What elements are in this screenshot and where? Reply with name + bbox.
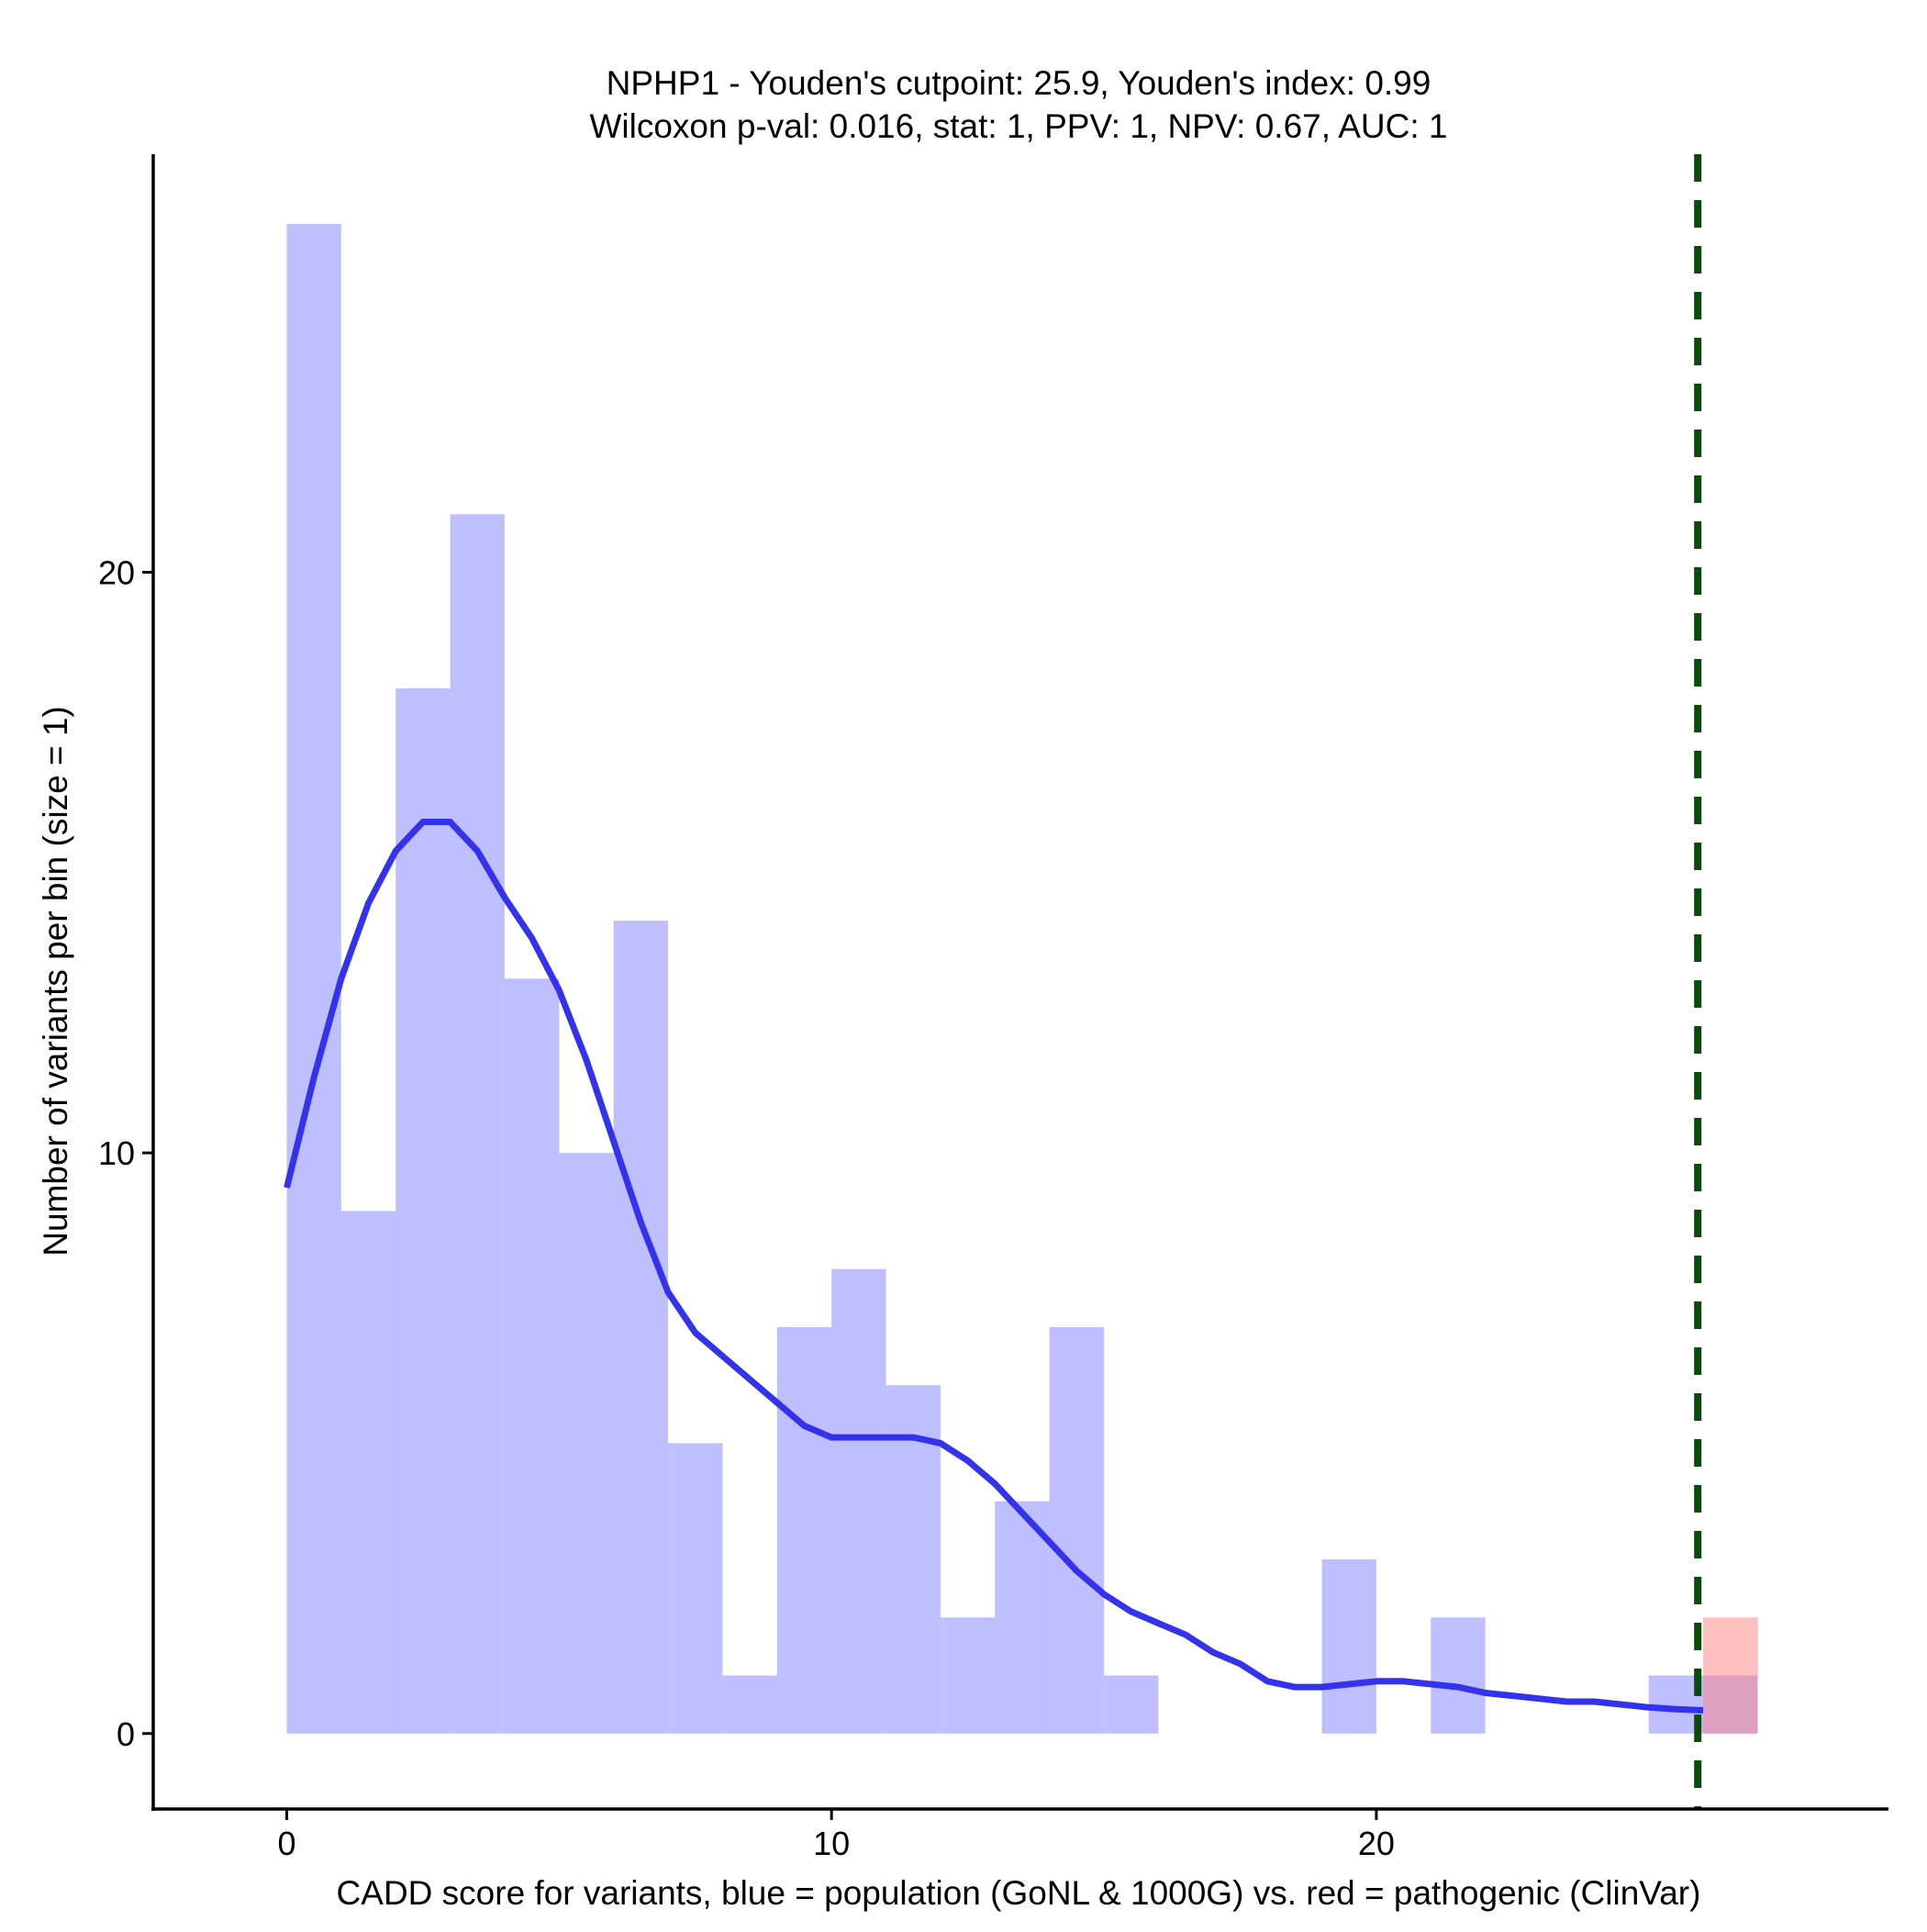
y-tick-label: 10	[98, 1134, 135, 1172]
population-bar-19	[1321, 1558, 1376, 1734]
population-bar-7	[668, 1443, 723, 1734]
population-bar-10	[831, 1268, 886, 1734]
population-bar-5	[559, 1153, 614, 1734]
y-ticks-layer: 0 10 20	[98, 553, 153, 1753]
y-tick-label: 0	[117, 1715, 135, 1753]
population-bar-3	[450, 514, 505, 1734]
x-tick-label: 10	[813, 1825, 850, 1862]
population-bar-14	[1049, 1326, 1105, 1734]
x-ticks-layer: 0 10 20	[277, 1809, 1395, 1862]
population-bar-4	[504, 978, 560, 1734]
population-bar-1	[340, 1211, 396, 1734]
density-line	[284, 819, 1704, 1714]
pathogenic-bar-26	[1703, 1617, 1758, 1734]
bars-layer	[286, 223, 1758, 1734]
population-bar-21	[1431, 1617, 1486, 1734]
density-layer	[284, 819, 1704, 1714]
chart-title: NPHP1 - Youden's cutpoint: 25.9, Youden'…	[607, 64, 1431, 102]
y-tick-label: 20	[98, 553, 135, 591]
x-axis-title: CADD score for variants, blue = populati…	[337, 1874, 1701, 1912]
population-bar-13	[995, 1501, 1050, 1734]
population-bar-9	[776, 1326, 832, 1734]
population-bar-8	[722, 1675, 777, 1734]
y-axis-title: Number of variants per bin (size = 1)	[37, 706, 74, 1256]
population-bar-0	[286, 223, 341, 1734]
population-bar-2	[395, 688, 451, 1734]
chart-subtitle: Wilcoxon p-val: 0.016, stat: 1, PPV: 1, …	[589, 107, 1447, 145]
x-tick-label: 0	[277, 1825, 295, 1862]
population-bar-12	[940, 1617, 996, 1734]
population-bar-6	[613, 921, 669, 1734]
x-tick-label: 20	[1358, 1825, 1395, 1862]
population-bar-15	[1104, 1675, 1159, 1734]
